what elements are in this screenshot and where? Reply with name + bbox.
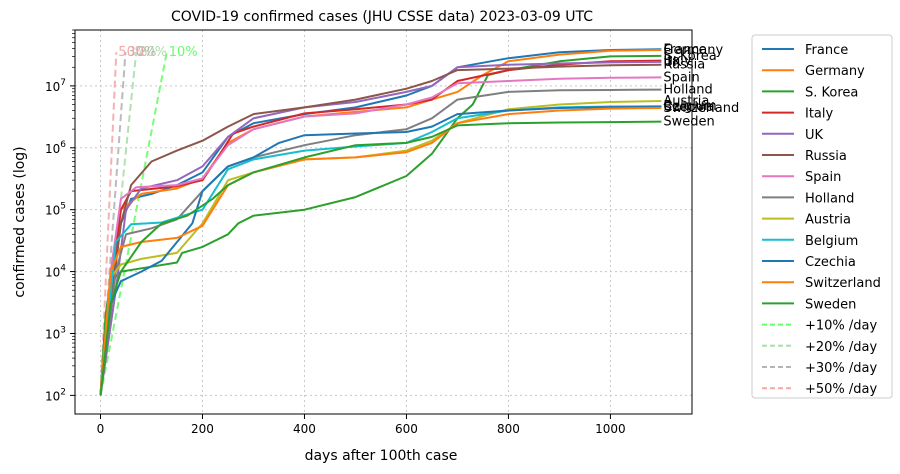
series-end-label: S. Korea [663,49,716,64]
x-tick-label: 400 [293,422,316,436]
series-line [99,63,662,396]
legend-label: Russia [805,149,847,164]
legend-label: S. Korea [805,85,858,100]
legend: France Germany S. Korea Italy UK Russia Spain H… [751,34,893,399]
y-axis-label: confirmed cases (log) [12,146,28,297]
reference-lines: 10%20%30%50% [99,45,198,396]
legend-label: +30% /day [805,361,878,376]
legend-label: Austria [805,213,851,228]
legend-label: France [805,43,848,58]
series-end-label: Spain [663,70,699,85]
reference-line-label: 50% [118,45,147,60]
series-end-label: Austria [663,94,709,109]
series-end-label: Germany [663,43,723,58]
y-tick-label: 107 [45,78,66,94]
series-line [99,105,662,396]
legend-label: Germany [805,64,865,79]
x-tick-label: 800 [497,422,520,436]
legend-label: Spain [805,170,841,185]
x-tick-label: 600 [395,422,418,436]
series-line [99,105,662,396]
series-line [99,76,662,396]
reference-line-label: 20% [138,45,167,60]
series-end-label: UK [663,55,682,70]
series-line [99,120,662,396]
series-line [99,88,662,396]
series-line [99,48,662,396]
series-end-label: Russia [663,58,705,73]
legend-label: Italy [805,107,834,122]
series-end-label: Holland [663,83,712,98]
legend-box [751,34,893,399]
x-tick-label: 200 [191,422,214,436]
reference-line-label: 30% [127,45,156,60]
legend-label: Czechia [805,255,856,270]
y-tick-label: 103 [45,325,66,341]
plot-area [74,29,693,415]
x-tick-label: 0 [97,422,105,436]
y-tick-label: 106 [45,140,66,156]
legend-label: Sweden [805,297,856,312]
series-line [99,60,662,396]
legend-label: Switzerland [805,276,881,291]
legend-label: UK [805,128,824,143]
legend-label: Holland [805,191,854,206]
series-end-label: France [663,42,706,57]
x-tick-label: 1000 [595,422,626,436]
series-end-label: Czechia [663,100,714,115]
y-tick-label: 104 [45,264,66,280]
chart-title: COVID-19 confirmed cases (JHU CSSE data)… [171,9,593,25]
series-end-label: Italy [663,54,692,69]
y-tick-label: 105 [45,202,66,218]
series-end-label: Belgium [663,99,716,114]
series-lines [99,48,662,396]
reference-line-label: 10% [169,45,198,60]
axes: 0 200 400 600 800 1000 102 103 104 105 106 107 [45,29,626,436]
legend-label: +50% /day [805,382,878,397]
legend-label: Belgium [805,234,858,249]
legend-label: +10% /day [805,319,878,334]
reference-line [99,52,168,396]
y-tick-label: 102 [45,387,66,403]
legend-label: +20% /day [805,340,878,355]
x-axis-label: days after 100th case [305,448,458,464]
series-line [99,107,662,396]
series-end-label: Sweden [663,115,714,130]
series-end-label: Switzerland [663,101,739,116]
